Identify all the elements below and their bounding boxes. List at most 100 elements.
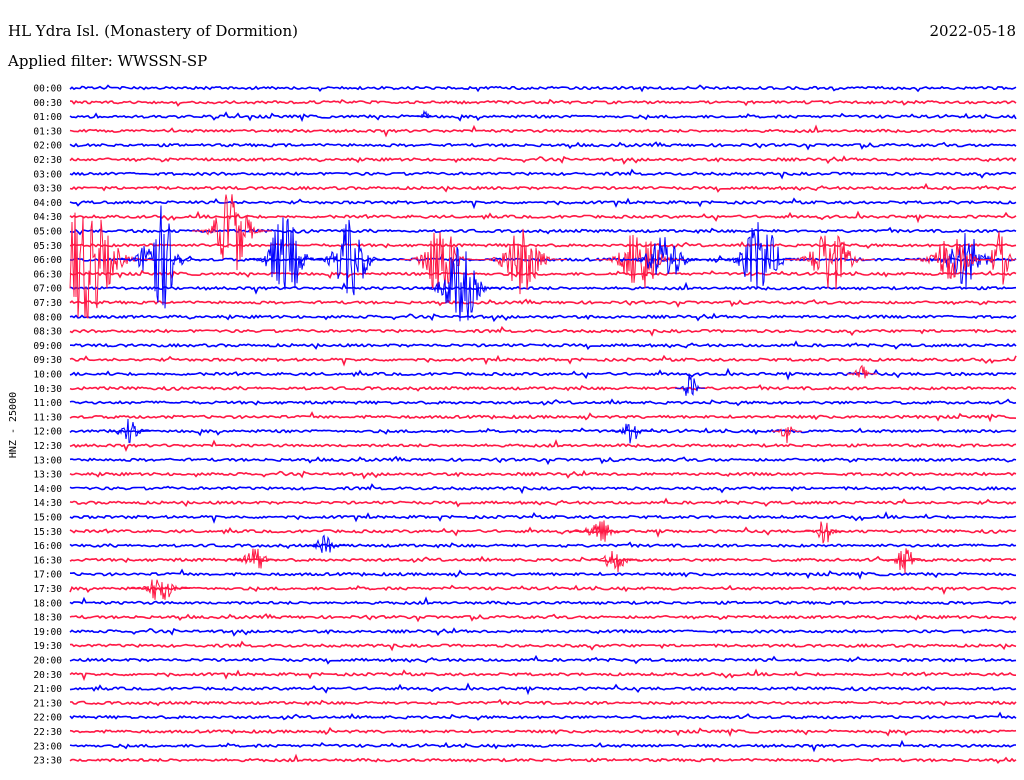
tick-label: 05:00 bbox=[33, 227, 62, 238]
signal-burst bbox=[570, 520, 630, 542]
tick-label: 13:00 bbox=[33, 455, 62, 466]
trace-line bbox=[69, 281, 1017, 295]
tick-label: 09:30 bbox=[33, 355, 62, 366]
trace-line bbox=[69, 325, 1017, 337]
trace-line bbox=[69, 98, 1017, 107]
trace-line bbox=[69, 555, 1017, 564]
signal-burst bbox=[400, 232, 480, 290]
trace-line bbox=[69, 654, 1017, 665]
trace-line bbox=[69, 312, 1017, 323]
trace-line bbox=[69, 511, 1017, 524]
signal-burst bbox=[130, 579, 190, 600]
tick-label: 22:30 bbox=[33, 727, 62, 738]
tick-label: 06:30 bbox=[33, 269, 62, 280]
signal-burst bbox=[772, 426, 802, 444]
signal-burst bbox=[905, 239, 995, 280]
trace-line bbox=[69, 613, 1017, 623]
tick-label: 12:00 bbox=[33, 427, 62, 438]
trace-line bbox=[69, 455, 1017, 466]
trace-line bbox=[69, 439, 1017, 453]
trace-line bbox=[69, 726, 1017, 738]
signal-burst bbox=[590, 551, 640, 573]
signal-burst bbox=[620, 237, 710, 275]
signal-burst bbox=[305, 534, 345, 553]
trace-line bbox=[69, 354, 1017, 367]
tick-label: 15:30 bbox=[33, 527, 62, 538]
chart-date: 2022-05-18 bbox=[930, 22, 1016, 40]
tick-label: 11:00 bbox=[33, 398, 62, 409]
trace-line bbox=[69, 84, 1017, 93]
tick-label: 20:30 bbox=[33, 670, 62, 681]
trace-line bbox=[69, 427, 1017, 437]
signal-burst bbox=[675, 373, 705, 396]
trace-line bbox=[69, 698, 1017, 707]
tick-label: 17:30 bbox=[33, 584, 62, 595]
tick-label: 01:30 bbox=[33, 126, 62, 137]
filter-label: Applied filter: WWSSN-SP bbox=[7, 52, 207, 70]
tick-label: 02:30 bbox=[33, 155, 62, 166]
tick-label: 07:30 bbox=[33, 298, 62, 309]
tick-label: 08:30 bbox=[33, 327, 62, 338]
trace-line bbox=[69, 469, 1017, 480]
trace-line bbox=[69, 753, 1017, 764]
trace-line bbox=[69, 168, 1017, 180]
signal-burst bbox=[785, 235, 875, 290]
tick-label: 02:00 bbox=[33, 141, 62, 152]
trace-line bbox=[69, 269, 1017, 280]
trace-line bbox=[69, 497, 1017, 508]
y-axis-label: HNZ - 25000 bbox=[8, 392, 19, 458]
trace-line bbox=[69, 141, 1017, 151]
tick-label: 12:30 bbox=[33, 441, 62, 452]
signal-burst bbox=[230, 548, 280, 569]
tick-label: 10:00 bbox=[33, 370, 62, 381]
signal-burst bbox=[192, 194, 273, 271]
trace-line bbox=[69, 197, 1017, 210]
trace-line bbox=[69, 584, 1017, 596]
trace-line bbox=[69, 541, 1017, 550]
tick-label: 17:00 bbox=[33, 570, 62, 581]
trace-line bbox=[69, 124, 1016, 138]
signal-burst bbox=[420, 246, 500, 322]
tick-label: 01:00 bbox=[33, 112, 62, 123]
trace-line bbox=[69, 111, 1017, 123]
tick-label: 23:00 bbox=[33, 741, 62, 752]
signal-burst bbox=[805, 521, 845, 544]
trace-line bbox=[69, 384, 1017, 392]
trace-line bbox=[69, 668, 1016, 682]
trace-line bbox=[69, 596, 1017, 606]
signal-burst bbox=[979, 231, 1017, 285]
tick-label: 10:30 bbox=[33, 384, 62, 395]
trace-line bbox=[69, 483, 1017, 495]
chart-title: HL Ydra Isl. (Monastery of Dormition) bbox=[8, 22, 298, 40]
tick-label: 08:00 bbox=[33, 312, 62, 323]
trace-line bbox=[69, 739, 1016, 753]
tick-label: 18:30 bbox=[33, 613, 62, 624]
trace-line bbox=[69, 411, 1017, 423]
event-group bbox=[69, 109, 1017, 600]
tick-label: 15:00 bbox=[33, 513, 62, 524]
trace-line bbox=[69, 155, 1017, 165]
trace-line bbox=[69, 298, 1017, 308]
tick-label: 00:30 bbox=[33, 98, 62, 109]
tick-label: 16:30 bbox=[33, 555, 62, 566]
tick-label: 18:00 bbox=[33, 598, 62, 609]
tick-label: 03:00 bbox=[33, 169, 62, 180]
tick-label: 04:00 bbox=[33, 198, 62, 209]
tick-label: 11:30 bbox=[33, 412, 62, 423]
trace-line bbox=[69, 711, 1017, 721]
tick-label: 14:00 bbox=[33, 484, 62, 495]
tick-label: 21:30 bbox=[33, 698, 62, 709]
trace-line bbox=[70, 568, 1016, 580]
tick-label: 07:00 bbox=[33, 284, 62, 295]
tick-label: 19:00 bbox=[33, 627, 62, 638]
signal-burst bbox=[885, 548, 925, 574]
signal-burst bbox=[612, 423, 652, 444]
signal-burst bbox=[310, 219, 390, 296]
tick-label: 13:30 bbox=[33, 470, 62, 481]
tick-label: 14:30 bbox=[33, 498, 62, 509]
tick-label: 19:30 bbox=[33, 641, 62, 652]
trace-line bbox=[69, 627, 1017, 637]
trace-line bbox=[70, 340, 1017, 351]
tick-label: 04:30 bbox=[33, 212, 62, 223]
